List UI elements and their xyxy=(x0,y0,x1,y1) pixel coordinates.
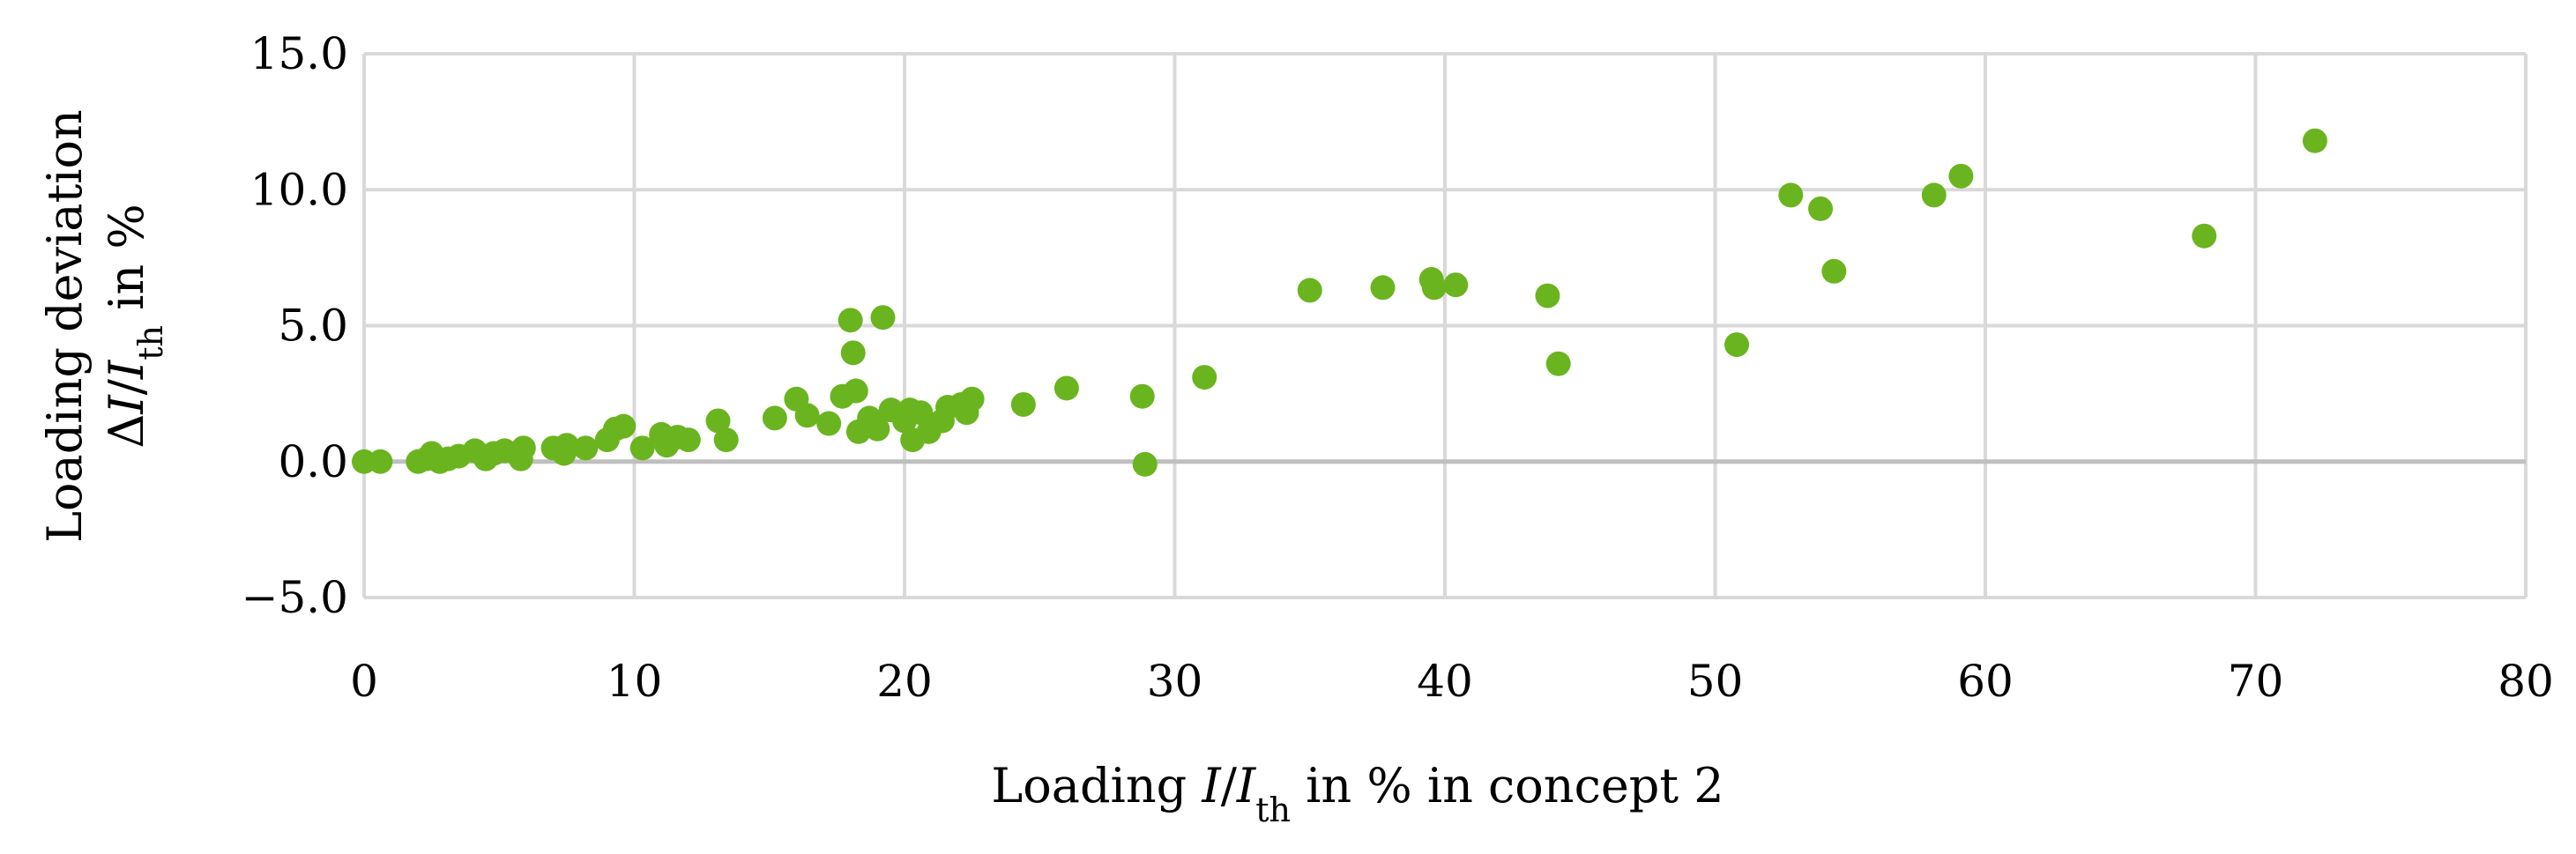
x-tick-label: 80 xyxy=(2498,656,2554,707)
data-point xyxy=(1921,182,1947,208)
y-tick-label: 5.0 xyxy=(278,301,348,352)
data-point xyxy=(816,411,842,436)
data-point xyxy=(713,427,739,453)
data-point xyxy=(838,308,863,333)
data-point xyxy=(2302,128,2327,153)
y-axis-title-line-2: ΔI/Ith in % xyxy=(99,204,170,448)
data-point xyxy=(794,403,820,428)
data-point xyxy=(1192,365,1217,390)
tick-label-layer: 0 10 20 30 40 50 60 70 80 −5.0 0.0 5.0 10.0 15.0 xyxy=(242,28,2554,707)
data-points-layer xyxy=(352,128,2327,477)
data-point xyxy=(1297,278,1322,303)
data-point xyxy=(554,433,579,458)
data-point xyxy=(675,427,701,453)
x-tick-label: 60 xyxy=(1957,656,2014,707)
x-tick-label: 70 xyxy=(2228,656,2284,707)
x-tick-label: 50 xyxy=(1687,656,1744,707)
y-axis-title-line-1: Loading deviation xyxy=(37,109,93,543)
x-axis-title: Loading I/Ith in % in concept 2 xyxy=(991,758,1724,829)
x-tick-label: 10 xyxy=(607,656,663,707)
data-point xyxy=(908,400,934,426)
data-point xyxy=(611,413,637,439)
data-point xyxy=(843,378,868,404)
y-tick-label: 10.0 xyxy=(250,164,348,215)
data-point xyxy=(1808,196,1834,221)
y-axis-title: Loading deviation ΔI/Ith in % xyxy=(37,109,170,543)
x-tick-label: 40 xyxy=(1417,656,1473,707)
data-point xyxy=(840,340,866,366)
data-point xyxy=(1545,351,1571,376)
data-point xyxy=(2192,223,2217,249)
grid-layer xyxy=(362,52,2528,599)
data-point xyxy=(762,405,787,431)
data-point xyxy=(1443,272,1469,298)
data-point xyxy=(1778,182,1804,208)
data-point xyxy=(1010,391,1036,417)
data-point xyxy=(870,305,896,330)
data-point xyxy=(368,449,393,474)
x-tick-label: 20 xyxy=(876,656,933,707)
data-point xyxy=(1535,283,1560,308)
x-tick-label: 0 xyxy=(350,656,378,707)
y-tick-label: 0.0 xyxy=(278,436,348,487)
data-point xyxy=(1821,258,1847,284)
data-point xyxy=(573,435,599,461)
y-tick-label: 15.0 xyxy=(250,28,348,79)
data-point xyxy=(510,435,536,461)
data-point xyxy=(959,386,985,412)
data-point xyxy=(705,408,731,434)
x-tick-label: 30 xyxy=(1147,656,1203,707)
data-point xyxy=(1129,383,1155,409)
data-point xyxy=(1370,275,1396,301)
data-point xyxy=(629,435,655,461)
data-point xyxy=(1724,332,1750,358)
data-point xyxy=(1053,375,1079,401)
data-point xyxy=(1948,163,1974,189)
y-tick-label: −5.0 xyxy=(242,572,348,623)
data-point xyxy=(1421,275,1447,301)
data-point xyxy=(1132,451,1158,477)
data-point xyxy=(865,416,890,442)
